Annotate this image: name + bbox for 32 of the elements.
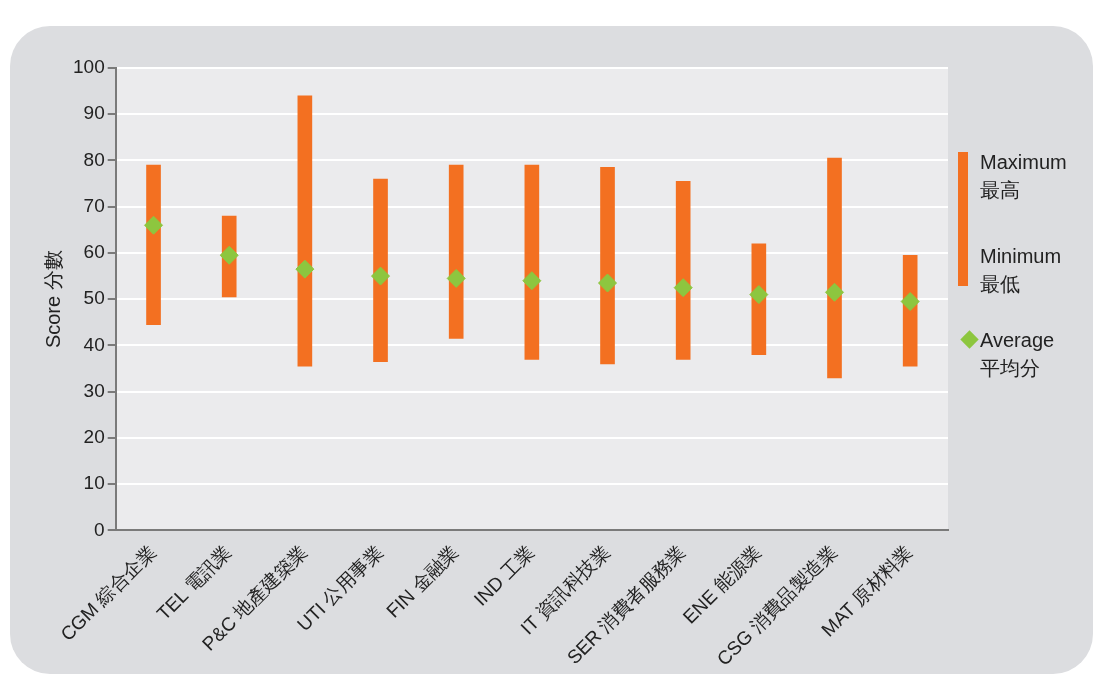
point (446, 268, 466, 288)
point (144, 215, 164, 235)
point (522, 271, 542, 291)
point (673, 278, 693, 298)
bar (600, 167, 615, 365)
y-tick-label: 70 (83, 194, 105, 216)
bar (373, 178, 388, 362)
y-tick-label: 80 (83, 148, 105, 170)
y-axis-title: Score 分數 (41, 250, 64, 349)
point (598, 273, 618, 293)
point (749, 285, 769, 305)
y-tick-label: 30 (83, 379, 105, 401)
y-tick-label: 20 (83, 426, 105, 448)
y-tick-label: 60 (83, 241, 105, 263)
point (295, 259, 315, 279)
bar (448, 164, 464, 339)
bar (827, 157, 842, 379)
y-tick-label: 10 (83, 472, 105, 494)
y-tick-label: 100 (73, 56, 105, 78)
bar (675, 180, 691, 360)
y-tick-label: 0 (94, 518, 105, 540)
point (219, 245, 239, 265)
y-tick-label: 50 (83, 287, 105, 309)
y-tick-label: 90 (83, 102, 105, 124)
point (825, 282, 845, 302)
bar (146, 164, 161, 325)
text: Maximum 最高 Minimum 最低 (980, 151, 1067, 295)
point (900, 292, 920, 312)
point (371, 266, 391, 286)
y-tick-label: 40 (83, 333, 105, 355)
bar (297, 95, 313, 367)
legend-label: Average 平均分 (980, 328, 1055, 381)
